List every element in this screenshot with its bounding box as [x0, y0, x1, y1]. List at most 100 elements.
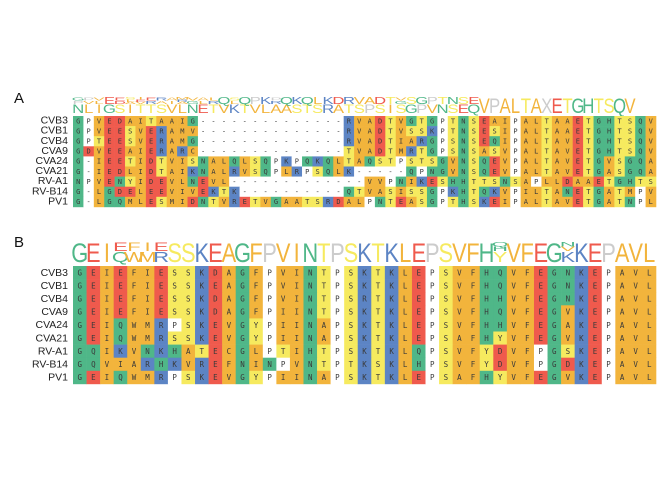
residue-letter: K: [482, 198, 487, 206]
residue-cell: [520, 318, 535, 332]
logo-letter: K: [195, 239, 210, 269]
residue-letter: S: [349, 334, 354, 343]
residue-cell: [222, 318, 236, 332]
residue-letter: K: [579, 321, 584, 330]
residue-cell: [322, 176, 334, 187]
residue-cell: [140, 266, 155, 280]
residue-cell: [249, 186, 261, 198]
residue-letter: L: [647, 360, 652, 369]
residue-cell: [447, 116, 459, 127]
residue-letter: K: [200, 321, 205, 330]
residue-letter: T: [200, 347, 205, 356]
logo-letter: R: [343, 96, 355, 107]
residue-letter: V: [633, 347, 638, 356]
residue-letter: K: [579, 360, 584, 369]
residue-cell: [86, 305, 101, 319]
residue-letter: E: [201, 188, 205, 196]
residue-letter: T: [376, 321, 381, 330]
residue-cell: [344, 331, 359, 345]
residue-letter: Q: [482, 188, 486, 196]
residue-cell: [312, 166, 324, 177]
logo-letter: S: [229, 96, 240, 102]
residue-cell: [302, 126, 313, 137]
residue-letter: K: [579, 347, 584, 356]
logo-letter: R: [153, 248, 169, 265]
residue-cell: [260, 156, 272, 167]
residue-cell: [260, 116, 272, 127]
residue-letter: -: [305, 188, 309, 196]
residue-cell: [181, 370, 196, 385]
residue-cell: [398, 279, 413, 293]
residue-letter: E: [538, 282, 543, 291]
residue-letter: E: [416, 373, 421, 382]
residue-letter: N: [308, 295, 313, 304]
residue-cell: [113, 279, 128, 293]
residue-cell: [312, 156, 324, 167]
residue-cell: [452, 357, 467, 372]
residue-cell: [239, 186, 251, 198]
residue-letter: A: [524, 137, 529, 145]
residue-letter: K: [172, 360, 177, 369]
residue-cell: [603, 156, 615, 167]
residue-cell: [167, 370, 182, 385]
logo-letter: G: [394, 100, 407, 106]
residue-letter: -: [201, 137, 205, 145]
residue-cell: [588, 331, 603, 345]
residue-letter: M: [145, 321, 150, 330]
residue-cell: [312, 126, 324, 137]
residue-letter: -: [87, 168, 91, 176]
residue-cell: [127, 305, 142, 319]
residue-cell: [561, 344, 575, 358]
residue-letter: S: [444, 347, 449, 356]
sequence-name: CVB4: [41, 293, 69, 305]
panel-a: A NPGLVPILVGESDEIALSTVEITRESARVIALARMNGV…: [14, 90, 657, 208]
residue-cell: [197, 146, 209, 157]
logo-letter: S: [312, 103, 324, 116]
residue-cell: [303, 318, 318, 332]
residue-cell: [520, 156, 532, 167]
residue-cell: [270, 136, 282, 147]
residue-letter: G: [240, 334, 245, 343]
logo-letter: F: [466, 239, 479, 269]
residue-cell: [551, 166, 563, 177]
residue-cell: [520, 370, 535, 385]
residue-letter: A: [322, 334, 327, 343]
residue-cell: [135, 126, 147, 137]
residue-cell: [343, 126, 355, 137]
residue-cell: [531, 136, 542, 147]
residue-letter: R: [159, 334, 164, 343]
residue-letter: K: [362, 308, 367, 317]
residue-letter: E: [538, 373, 543, 382]
residue-cell: [177, 126, 188, 137]
logo-letter: E: [468, 96, 479, 107]
residue-cell: [425, 279, 440, 293]
residue-cell: [466, 331, 481, 345]
residue-letter: K: [200, 282, 205, 291]
residue-letter: E: [576, 188, 580, 196]
residue-cell: [135, 146, 147, 157]
residue-letter: I: [399, 188, 403, 196]
residue-cell: [411, 344, 426, 358]
residue-cell: [510, 176, 521, 187]
residue-cell: [140, 305, 155, 319]
residue-letter: R: [200, 360, 205, 369]
residue-cell: [197, 196, 209, 208]
residue-letter: -: [87, 158, 91, 166]
residue-letter: P: [335, 268, 340, 277]
residue-letter: F: [471, 373, 476, 382]
residue-letter: A: [524, 158, 529, 166]
residue-letter: K: [579, 295, 584, 304]
residue-letter: N: [461, 117, 465, 125]
residue-letter: K: [579, 308, 584, 317]
residue-cell: [615, 344, 630, 358]
residue-letter: D: [149, 178, 153, 186]
residue-cell: [411, 318, 426, 332]
residue-cell: [187, 116, 199, 127]
residue-letter: T: [222, 188, 227, 196]
residue-letter: P: [274, 158, 278, 166]
residue-cell: [249, 279, 264, 293]
residue-letter: G: [76, 148, 80, 156]
residue-cell: [100, 344, 114, 358]
residue-cell: [642, 370, 657, 385]
